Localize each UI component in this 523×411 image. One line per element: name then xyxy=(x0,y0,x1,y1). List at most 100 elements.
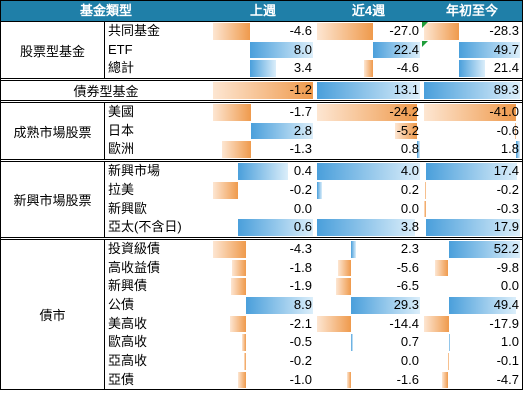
negative-data-bar xyxy=(424,200,426,218)
value-text: 21.4 xyxy=(493,60,519,76)
value-text: 29.3 xyxy=(393,296,419,312)
value-text: 17.9 xyxy=(493,219,519,235)
value-text: 1.8 xyxy=(500,141,519,157)
value-cell-year-to-date: 17.9 xyxy=(422,218,522,237)
bar-track xyxy=(213,296,313,314)
negative-data-bar xyxy=(231,259,246,277)
value-cell-last-4-weeks: 0.2 xyxy=(315,181,422,200)
value-cell-last-week: 8.0 xyxy=(211,41,315,60)
row-label: 新興債 xyxy=(108,278,148,294)
value-cell-year-to-date: 0.0 xyxy=(422,277,522,296)
bar-track xyxy=(317,122,420,140)
section-rows: 新興市場 0.4 4.0 17.4 拉美 -0.2 0.2 -0.2 新興歐 0.0 0.0 -0.3… xyxy=(105,162,522,237)
positive-data-bar xyxy=(249,41,313,59)
table-row: 新興市場 0.4 4.0 17.4 xyxy=(105,162,522,181)
row-label: 亞太(不含日) xyxy=(108,219,182,235)
value-text: -1.3 xyxy=(289,141,312,157)
negative-data-bar xyxy=(424,23,459,40)
section-block: 成熟市場股票 美國 -1.7 -24.2 -41.0 日本 2.8 -5.2 -0.6 歐洲 -1.… xyxy=(1,100,522,160)
negative-data-bar xyxy=(395,122,417,140)
negative-data-bar xyxy=(424,181,426,199)
table-row: 公債 8.9 29.3 49.4 xyxy=(105,296,522,315)
section-label: 成熟市場股票 xyxy=(1,103,105,160)
table-row: 拉美 -0.2 0.2 -0.2 xyxy=(105,181,522,200)
value-text: 3.8 xyxy=(400,219,419,235)
table-row: 亞高收 -0.2 0.0 -0.1 xyxy=(105,352,522,371)
value-text: 3.4 xyxy=(293,60,312,76)
bar-track xyxy=(424,259,520,277)
bar-track xyxy=(213,23,313,40)
negative-data-bar xyxy=(347,371,351,389)
bar-track xyxy=(424,296,520,314)
positive-data-bar xyxy=(416,141,420,159)
value-text: 4.0 xyxy=(400,163,419,179)
value-cell-year-to-date: 49.7 xyxy=(422,40,522,60)
value-cell-last-4-weeks: 29.3 xyxy=(315,296,422,315)
value-cell-year-to-date: 17.4 xyxy=(422,162,522,181)
table-row: 美高收 -2.1 -14.4 -17.9 xyxy=(105,315,522,334)
table-row: 亞債 -1.0 -1.6 -4.7 xyxy=(105,371,522,390)
value-text: -1.2 xyxy=(289,82,312,98)
negative-data-bar xyxy=(213,240,246,258)
value-text: 1.0 xyxy=(500,334,519,350)
negative-data-bar xyxy=(317,23,374,40)
table-row: 投資級債 -4.3 2.3 52.2 xyxy=(105,240,522,259)
value-text: 0.0 xyxy=(400,353,419,368)
bar-track xyxy=(317,296,420,314)
section-block: 債市 投資級債 -4.3 2.3 52.2 高收益債 -1.8 -5.6 -9.8 新興債 -1.9… xyxy=(1,236,522,390)
value-text: -0.6 xyxy=(496,122,519,138)
bar-track xyxy=(317,259,420,277)
bar-track xyxy=(213,371,313,389)
value-text: 49.7 xyxy=(493,41,519,57)
header-fund-type: 基金類型 xyxy=(79,3,132,18)
positive-data-bar xyxy=(350,334,353,351)
negative-data-bar xyxy=(424,104,516,121)
section-rows: 共同基金 -4.6 -27.0 -28.3 ETF 8.0 22.4 49.7 總計 3.4 -4.… xyxy=(105,22,522,78)
value-text: -1.8 xyxy=(289,259,312,275)
value-cell-last-week: 8.9 xyxy=(211,296,315,315)
negative-data-bar xyxy=(514,122,516,140)
section-label: 股票型基金 xyxy=(1,22,105,79)
value-text: -1.6 xyxy=(396,371,419,387)
positive-data-bar xyxy=(448,296,517,314)
value-cell-year-to-date: 1.0 xyxy=(422,333,522,352)
table-row: 共同基金 -4.6 -27.0 -28.3 xyxy=(105,22,522,41)
bar-track xyxy=(424,104,520,121)
section-rows: 美國 -1.7 -24.2 -41.0 日本 2.8 -5.2 -0.6 歐洲 -1.3 0.8 1.… xyxy=(105,103,522,159)
bar-track xyxy=(424,23,520,40)
value-text: -1.0 xyxy=(289,371,312,387)
value-cell-year-to-date: -28.3 xyxy=(422,22,522,41)
value-text: 0.0 xyxy=(400,200,419,216)
positive-data-bar xyxy=(515,141,520,159)
row-label: 歐高收 xyxy=(108,334,148,350)
table-row: 總計 3.4 -4.6 21.4 xyxy=(105,59,522,78)
value-text: 0.7 xyxy=(400,334,419,350)
value-cell-last-4-weeks: 13.1 xyxy=(315,81,422,100)
section-block: 債券型基金 -1.2 13.1 89.3 xyxy=(1,78,522,100)
table-row: 新興債 -1.9 -6.5 0.0 xyxy=(105,277,522,296)
value-cell-year-to-date: -0.2 xyxy=(422,181,522,200)
table-row: -1.2 13.1 89.3 xyxy=(211,81,522,100)
negative-data-bar xyxy=(213,23,250,40)
row-label: 新興歐 xyxy=(108,200,148,216)
bar-track xyxy=(317,334,420,351)
value-text: -2.1 xyxy=(289,315,312,331)
bar-track xyxy=(213,141,313,159)
bar-track xyxy=(317,104,420,121)
section-rows: 投資級債 -4.3 2.3 52.2 高收益債 -1.8 -5.6 -9.8 新興債 -1.9 -6… xyxy=(105,240,522,390)
positive-data-bar xyxy=(245,296,313,314)
bar-track xyxy=(317,41,420,59)
error-indicator-icon xyxy=(422,40,428,47)
bar-track xyxy=(424,41,520,59)
value-text: -6.5 xyxy=(396,278,419,294)
negative-data-bar xyxy=(442,371,449,389)
table-body: 股票型基金 共同基金 -4.6 -27.0 -28.3 ETF 8.0 22.4 49.7 總計 3… xyxy=(1,22,522,390)
bar-track xyxy=(424,163,520,180)
bar-track xyxy=(424,122,520,140)
positive-data-bar xyxy=(238,163,288,180)
value-text: -0.2 xyxy=(289,181,312,197)
bar-track xyxy=(424,353,520,370)
value-cell-last-week: -0.2 xyxy=(211,352,315,371)
value-cell-last-4-weeks: 0.0 xyxy=(315,352,422,371)
value-text: -1.7 xyxy=(289,104,312,120)
